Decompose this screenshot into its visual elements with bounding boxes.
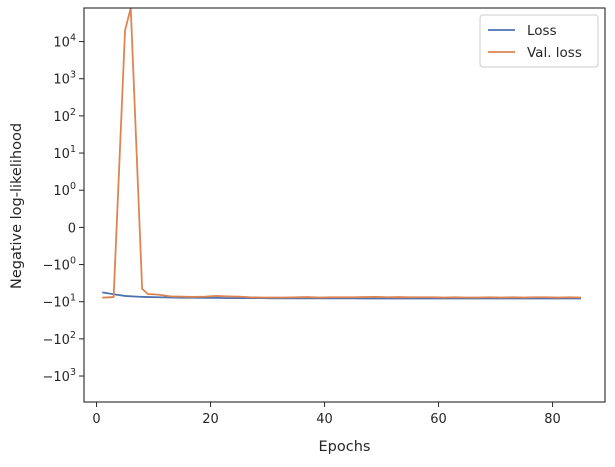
y-tick-exponent: 2 <box>70 330 76 341</box>
y-tick-base: −10 <box>43 370 70 385</box>
legend-label-loss: Loss <box>527 23 557 39</box>
y-tick-base: −10 <box>43 333 70 348</box>
y-tick-base: 10 <box>53 147 70 162</box>
y-axis-label: Negative log-likelihood <box>9 123 25 289</box>
legend: Loss Val. loss <box>479 14 599 68</box>
legend-box <box>479 14 599 68</box>
x-tick-label: 80 <box>544 412 561 427</box>
y-tick-label: 101 <box>53 144 76 162</box>
y-tick-base: 10 <box>53 110 70 125</box>
y-tick-label: 0 <box>68 221 76 236</box>
y-tick-exponent: 0 <box>70 181 76 192</box>
y-tick-label: −100 <box>43 256 76 274</box>
y-tick-label: 102 <box>53 107 76 125</box>
y-tick-label: 103 <box>53 70 76 88</box>
legend-label-val-loss: Val. loss <box>527 45 582 61</box>
x-tick-label: 0 <box>92 412 100 427</box>
y-tick-exponent: 3 <box>70 367 76 378</box>
y-tick-base: −10 <box>43 259 70 274</box>
y-tick-base: 10 <box>53 36 70 51</box>
y-tick-base: 0 <box>68 221 76 236</box>
y-tick-label: −101 <box>43 293 76 311</box>
series-line-val-loss <box>102 8 582 299</box>
series-line-loss <box>102 291 582 300</box>
x-axis: 0 20 40 60 80 <box>92 402 561 427</box>
y-tick-exponent: 4 <box>70 33 76 44</box>
y-tick-base: 10 <box>53 184 70 199</box>
x-tick-label: 60 <box>430 412 447 427</box>
y-tick-base: 10 <box>53 73 70 88</box>
y-tick-label: −103 <box>43 367 76 385</box>
x-axis-label: Epochs <box>319 439 371 455</box>
y-tick-exponent: 1 <box>70 293 76 304</box>
x-tick-label: 20 <box>202 412 219 427</box>
y-tick-label: 104 <box>53 33 76 51</box>
y-tick-label: 100 <box>53 181 76 199</box>
x-tick-label: 40 <box>316 412 333 427</box>
y-tick-exponent: 3 <box>70 70 76 81</box>
y-tick-exponent: 0 <box>70 256 76 267</box>
y-tick-base: −10 <box>43 296 70 311</box>
y-tick-exponent: 1 <box>70 144 76 155</box>
y-tick-label: −102 <box>43 330 76 348</box>
plot-area <box>83 7 606 403</box>
y-tick-exponent: 2 <box>70 107 76 118</box>
plot-frame <box>83 7 606 403</box>
